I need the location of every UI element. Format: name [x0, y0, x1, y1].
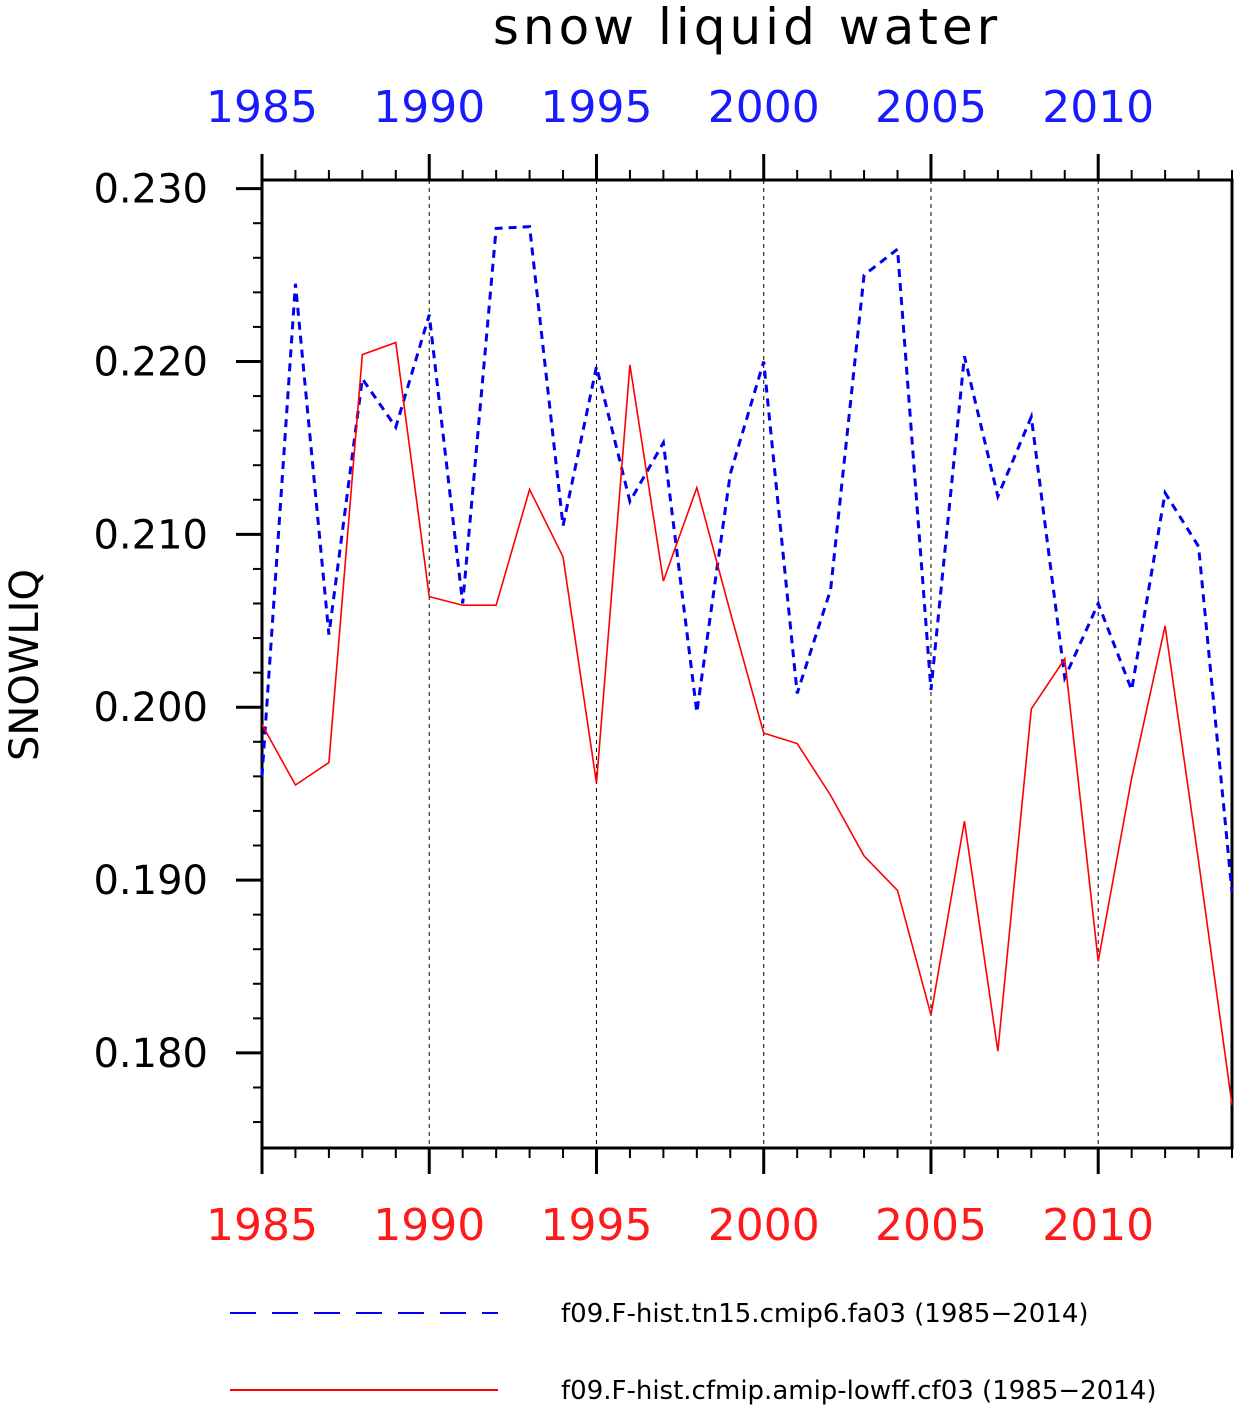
- x-tick-labels-bottom: 1985 1990 1995 2000 2005 2010: [206, 1200, 1154, 1251]
- plot-frame: [260, 178, 1234, 1150]
- legend: f09.F-hist.tn15.cmip6.fa03 (1985−2014) f…: [230, 1299, 1156, 1406]
- y-tick-label: 0.190: [93, 858, 208, 904]
- legend-label-red: f09.F-hist.cfmip.amip-lowff.cf03 (1985−2…: [561, 1376, 1156, 1406]
- y-tick-label: 0.200: [93, 685, 208, 731]
- x-tick-label-top: 2010: [1042, 82, 1154, 133]
- x-tick-label-bottom: 1985: [206, 1200, 318, 1251]
- y-tick-labels: 0.180 0.190 0.200 0.210 0.220 0.230: [93, 167, 208, 1077]
- x-tick-label-top: 1990: [373, 82, 485, 133]
- x-tick-label-top: 2000: [708, 82, 820, 133]
- legend-label-blue: f09.F-hist.tn15.cmip6.fa03 (1985−2014): [561, 1299, 1089, 1329]
- x-tick-label-top: 2005: [875, 82, 987, 133]
- series-layer: [260, 225, 1234, 1105]
- x-tick-label-top: 1995: [540, 82, 652, 133]
- x-tick-label-bottom: 2000: [708, 1200, 820, 1251]
- x-tick-label-top: 1985: [206, 82, 318, 133]
- y-tick-label: 0.230: [93, 167, 208, 213]
- minor-ticks: [253, 170, 1233, 1158]
- series-line-red-solid: [261, 341, 1233, 1105]
- major-ticks: [236, 154, 1100, 1174]
- vertical-gridlines: [428, 180, 1099, 1148]
- x-tick-labels-top: 1985 1990 1995 2000 2005 2010: [206, 82, 1154, 133]
- x-tick-label-bottom: 1990: [373, 1200, 485, 1251]
- x-tick-label-bottom: 2010: [1042, 1200, 1154, 1251]
- y-axis-label: SNOWLIQ: [2, 569, 48, 761]
- chart-title: snow liquid water: [493, 0, 1001, 56]
- y-tick-label: 0.210: [93, 512, 208, 558]
- x-tick-label-bottom: 2005: [875, 1200, 987, 1251]
- x-tick-label-bottom: 1995: [540, 1200, 652, 1251]
- y-tick-label: 0.220: [93, 340, 208, 386]
- y-tick-label: 0.180: [93, 1031, 208, 1077]
- series-line-blue-dashed: [260, 225, 1234, 893]
